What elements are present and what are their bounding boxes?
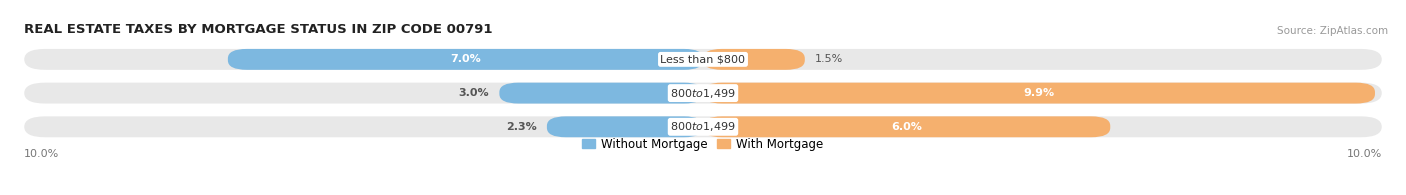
Text: 2.3%: 2.3% — [506, 122, 537, 132]
Text: 9.9%: 9.9% — [1024, 88, 1054, 98]
FancyBboxPatch shape — [24, 49, 1382, 70]
FancyBboxPatch shape — [24, 116, 1382, 137]
Text: 1.5%: 1.5% — [815, 54, 844, 64]
FancyBboxPatch shape — [703, 49, 804, 70]
Text: $800 to $1,499: $800 to $1,499 — [671, 120, 735, 133]
Legend: Without Mortgage, With Mortgage: Without Mortgage, With Mortgage — [578, 133, 828, 156]
Text: 3.0%: 3.0% — [458, 88, 489, 98]
FancyBboxPatch shape — [547, 116, 703, 137]
Text: $800 to $1,499: $800 to $1,499 — [671, 87, 735, 100]
Text: 10.0%: 10.0% — [24, 149, 59, 159]
Text: 7.0%: 7.0% — [450, 54, 481, 64]
FancyBboxPatch shape — [228, 49, 703, 70]
FancyBboxPatch shape — [499, 83, 703, 104]
Text: Source: ZipAtlas.com: Source: ZipAtlas.com — [1278, 27, 1389, 36]
FancyBboxPatch shape — [703, 116, 1111, 137]
Text: 6.0%: 6.0% — [891, 122, 922, 132]
Text: 10.0%: 10.0% — [1347, 149, 1382, 159]
Text: Less than $800: Less than $800 — [661, 54, 745, 64]
FancyBboxPatch shape — [24, 83, 1382, 104]
FancyBboxPatch shape — [703, 83, 1375, 104]
Text: REAL ESTATE TAXES BY MORTGAGE STATUS IN ZIP CODE 00791: REAL ESTATE TAXES BY MORTGAGE STATUS IN … — [24, 23, 492, 36]
